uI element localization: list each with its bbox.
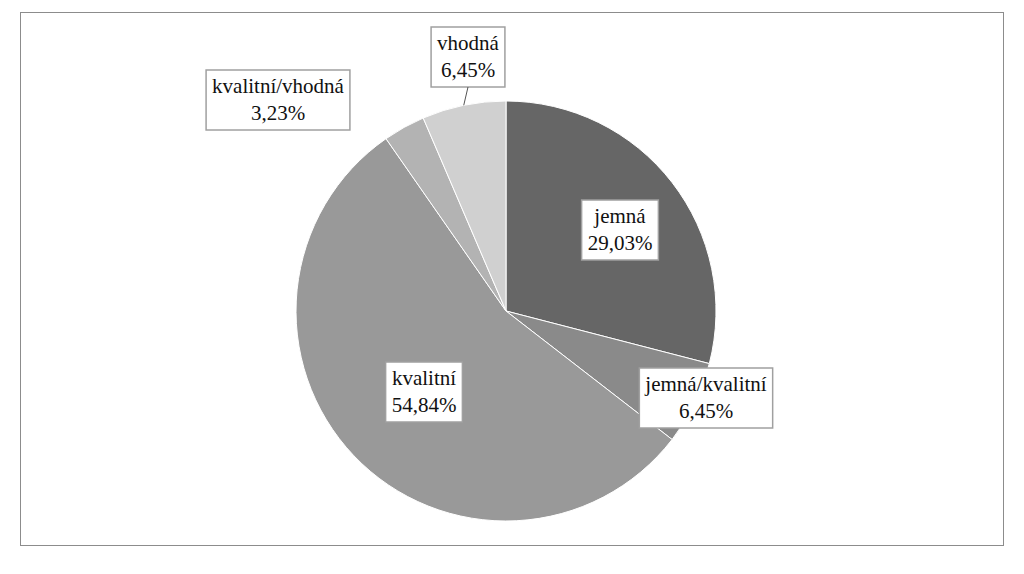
label-value: 54,84% bbox=[392, 393, 457, 417]
label-name: jemná/kvalitní bbox=[644, 372, 766, 396]
label-name: vhodná bbox=[437, 31, 500, 55]
data-labels: jemná 29,03% jemná/kvalitní 6,45% kvalitní 54… bbox=[206, 27, 773, 428]
label-box bbox=[582, 200, 659, 260]
label-name: kvalitní/vhodná bbox=[212, 74, 344, 98]
chart: jemná 29,03% jemná/kvalitní 6,45% kvalitní 54… bbox=[0, 0, 1024, 574]
data-label: vhodná 6,45% bbox=[431, 27, 505, 87]
pie-slice bbox=[423, 101, 506, 311]
label-box bbox=[431, 27, 505, 87]
data-label: kvalitní/vhodná 3,23% bbox=[206, 70, 350, 130]
leader-line bbox=[464, 87, 468, 105]
label-value: 3,23% bbox=[251, 101, 305, 125]
label-box bbox=[386, 362, 463, 422]
data-label: kvalitní 54,84% bbox=[386, 362, 463, 422]
label-value: 6,45% bbox=[441, 58, 495, 82]
label-name: jemná bbox=[593, 204, 646, 228]
slices bbox=[296, 101, 716, 521]
chart-frame bbox=[21, 13, 1004, 546]
data-label: jemná/kvalitní 6,45% bbox=[639, 368, 772, 428]
label-name: kvalitní bbox=[392, 366, 456, 390]
label-value: 6,45% bbox=[679, 399, 733, 423]
label-box bbox=[639, 368, 772, 428]
data-label: jemná 29,03% bbox=[582, 200, 659, 260]
label-box bbox=[206, 70, 350, 130]
label-value: 29,03% bbox=[588, 231, 653, 255]
